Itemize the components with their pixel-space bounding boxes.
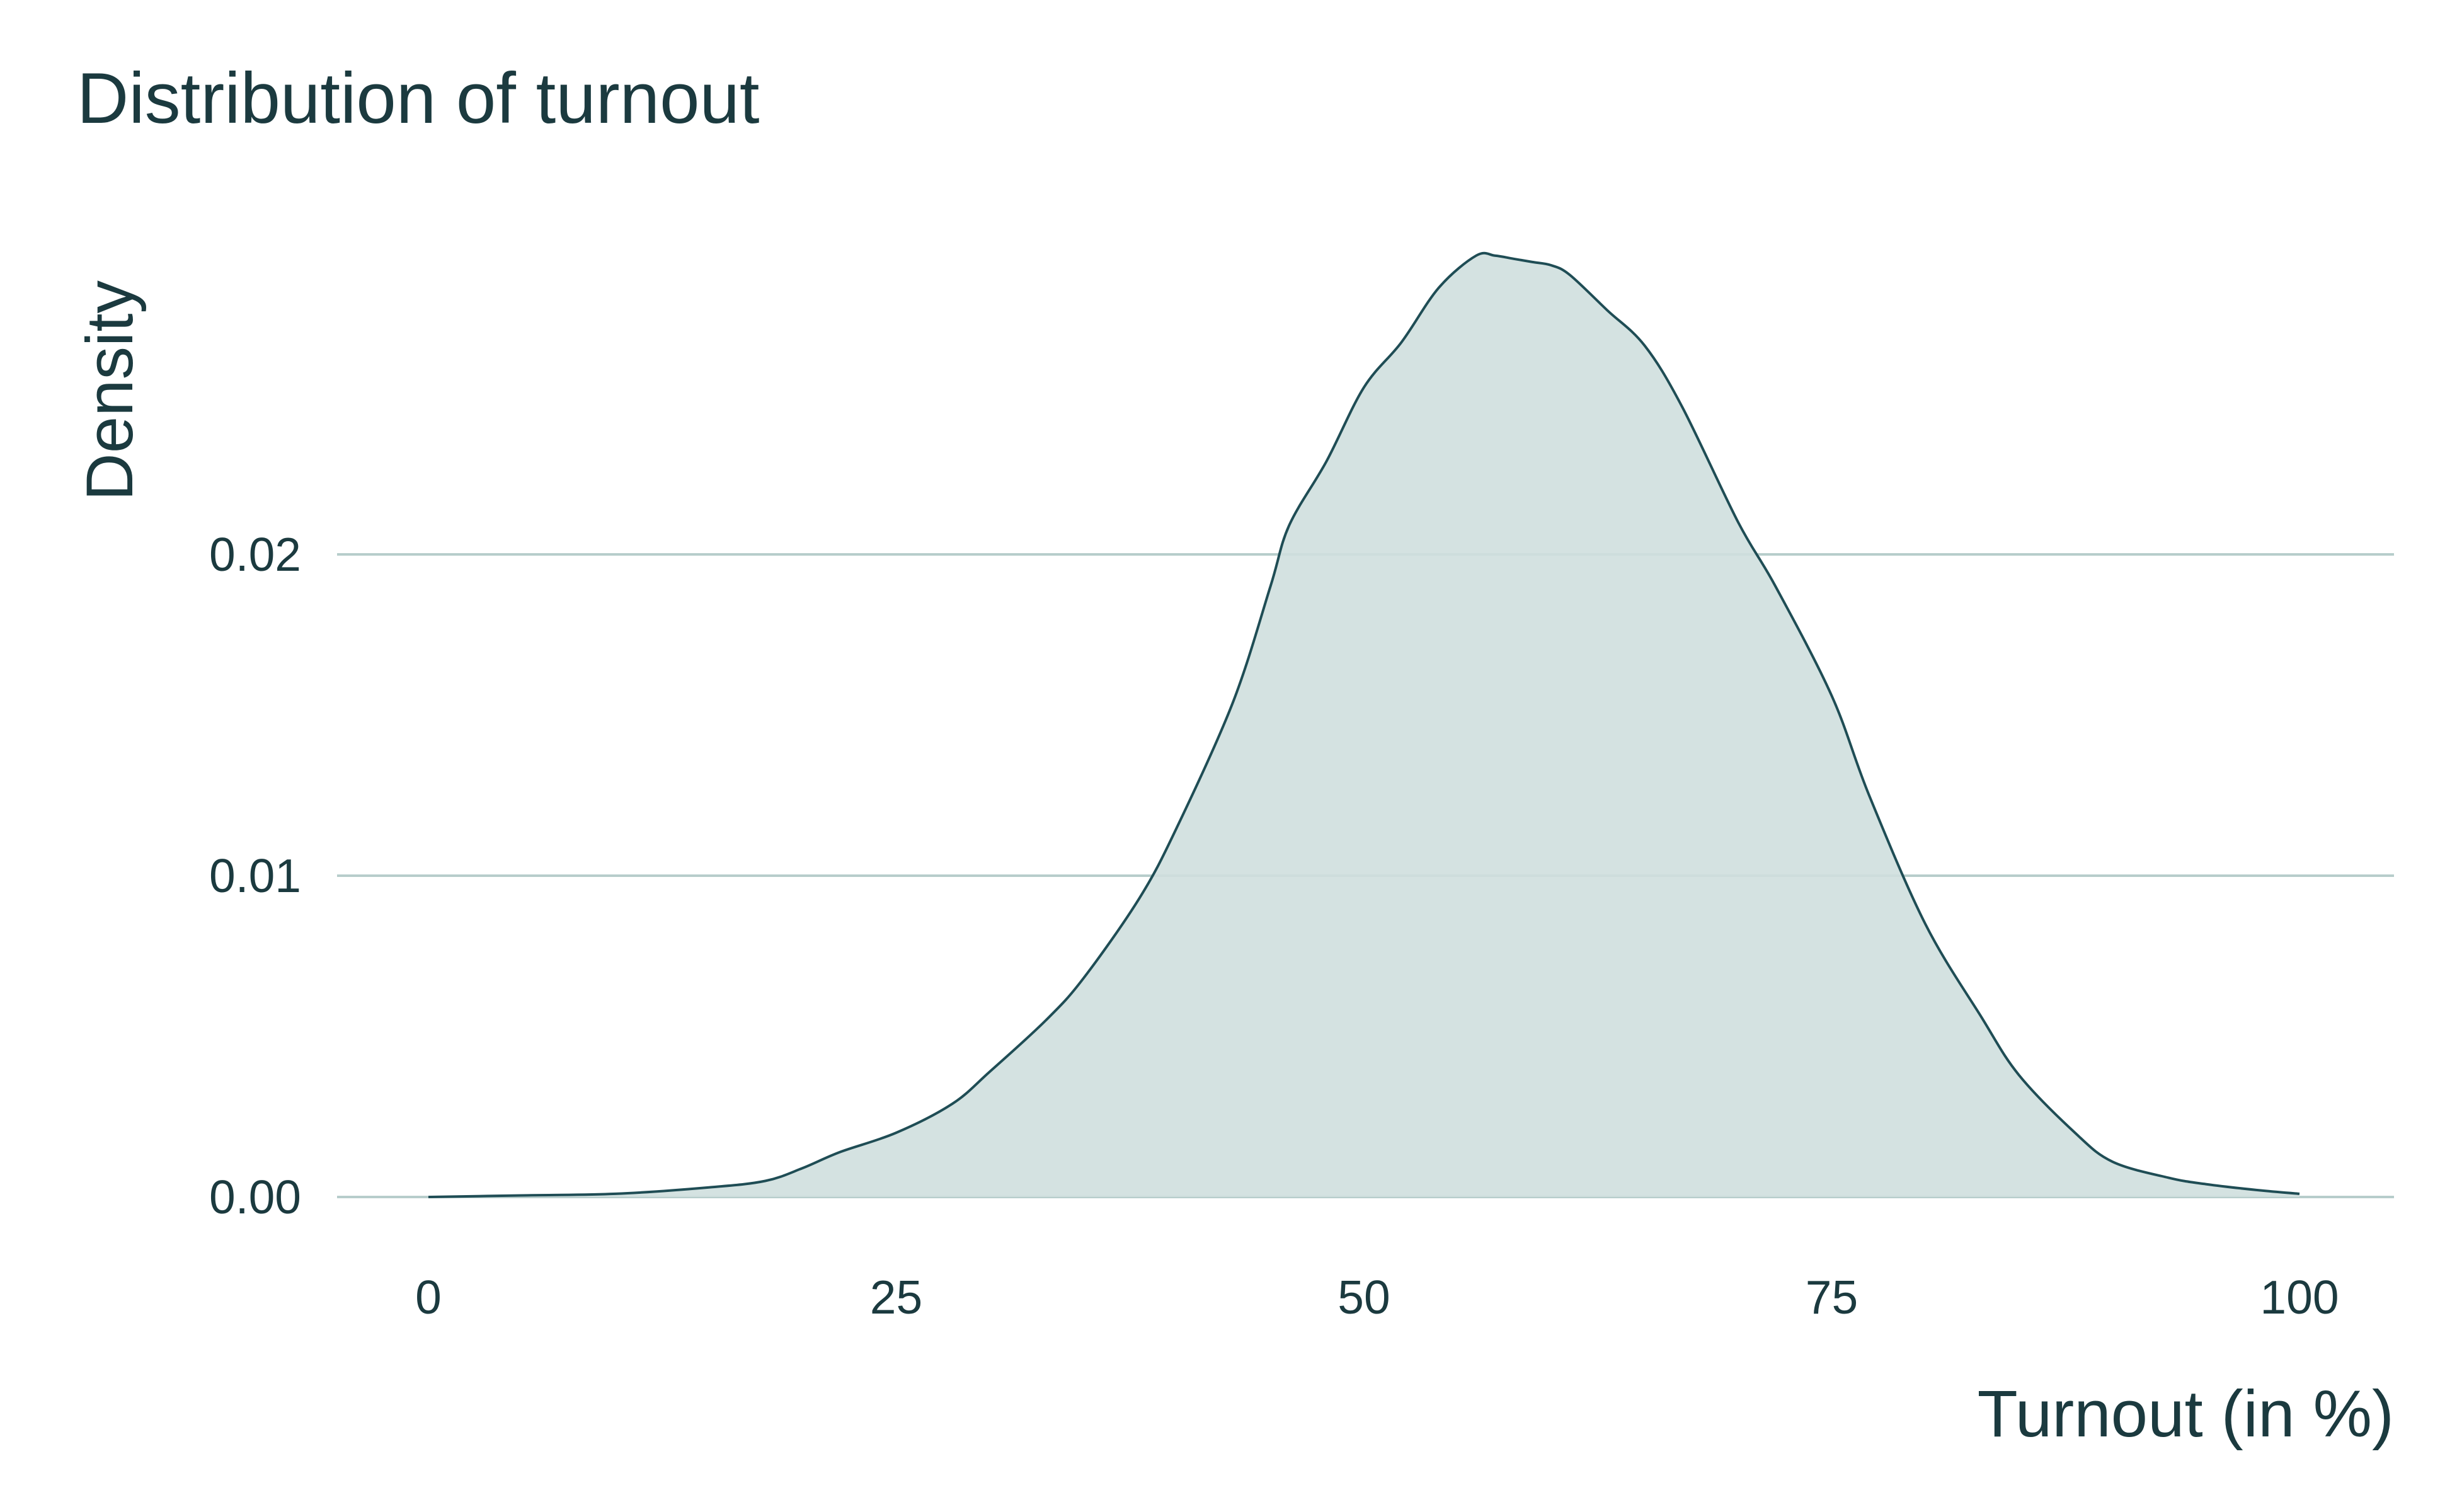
y-axis-title: Density: [73, 280, 147, 501]
y-tick-label: 0.00: [209, 1171, 301, 1223]
chart-title: Distribution of turnout: [77, 59, 760, 139]
y-tick-label: 0.01: [209, 849, 301, 902]
x-tick-label: 75: [1806, 1271, 1858, 1324]
y-tick-label: 0.02: [209, 528, 301, 581]
x-tick-label: 0: [415, 1271, 442, 1324]
y-axis-ticks: 0.00 0.01 0.02: [209, 528, 301, 1223]
x-tick-label: 50: [1337, 1271, 1390, 1324]
x-axis-ticks: 0 25 50 75 100: [415, 1271, 2339, 1324]
x-tick-label: 25: [870, 1271, 922, 1324]
x-axis-title: Turnout (in %): [1978, 1377, 2394, 1451]
density-area: [428, 253, 2300, 1198]
density-line: [428, 251, 2300, 1198]
x-tick-label: 100: [2260, 1271, 2339, 1324]
